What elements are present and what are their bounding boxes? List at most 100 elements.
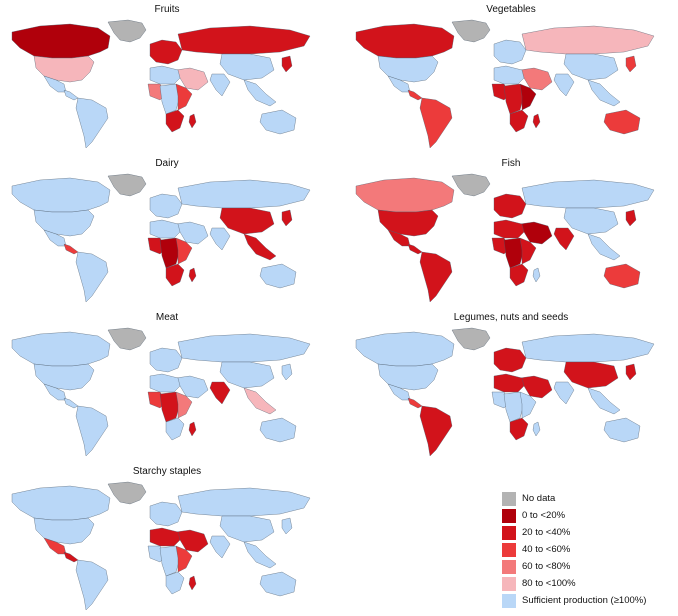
- region-africa-e: [519, 391, 537, 419]
- map-panel-vegetables: Vegetables: [344, 4, 678, 154]
- region-usa: [33, 209, 95, 237]
- legend-swatch: [502, 559, 516, 574]
- region-se-asia: [243, 541, 277, 569]
- region-central: [407, 397, 423, 409]
- region-japan: [625, 55, 637, 73]
- legend-item-40-60: 40 to <60%: [502, 542, 570, 557]
- map-panel-meat: Meat: [0, 312, 334, 462]
- region-se-asia: [243, 79, 277, 107]
- region-australia: [603, 263, 641, 289]
- region-europe: [149, 193, 183, 219]
- region-india: [553, 381, 575, 405]
- panel-title: Vegetables: [486, 4, 536, 15]
- region-usa: [33, 517, 95, 545]
- region-europe: [149, 347, 183, 373]
- legend-swatch: [502, 491, 516, 506]
- region-greenland: [107, 327, 147, 351]
- region-madagascar: [532, 267, 541, 283]
- region-africa-e: [175, 237, 193, 265]
- region-canada: [355, 177, 455, 213]
- region-middle-east: [175, 375, 209, 399]
- region-africa-n: [149, 65, 181, 85]
- region-greenland: [107, 173, 147, 197]
- region-middle-east: [175, 221, 209, 245]
- world-map: [11, 173, 311, 303]
- panel-title: Dairy: [155, 158, 179, 169]
- world-map: [11, 19, 311, 149]
- region-china: [563, 361, 619, 389]
- legend-label: 20 to <40%: [522, 527, 571, 538]
- world-map: [11, 481, 311, 611]
- region-se-asia: [587, 233, 621, 261]
- region-south-america: [75, 97, 109, 149]
- legend-label: 40 to <60%: [522, 544, 571, 555]
- region-se-asia: [587, 387, 621, 415]
- world-map: [355, 173, 655, 303]
- region-africa-e: [175, 83, 193, 111]
- region-europe: [493, 347, 527, 373]
- legend-swatch: [502, 508, 516, 523]
- region-china: [563, 207, 619, 235]
- region-china: [219, 515, 275, 543]
- region-japan: [625, 363, 637, 381]
- region-africa-n: [149, 373, 181, 393]
- region-africa-n: [149, 219, 181, 239]
- region-central: [407, 89, 423, 101]
- region-south-america: [75, 251, 109, 303]
- region-europe: [149, 39, 183, 65]
- region-madagascar: [188, 113, 197, 129]
- region-middle-east: [519, 221, 553, 245]
- region-china: [219, 361, 275, 389]
- region-canada: [355, 23, 455, 59]
- region-russia: [521, 25, 655, 55]
- map-panel-dairy: Dairy: [0, 158, 334, 308]
- map-panel-fish: Fish: [344, 158, 678, 308]
- region-madagascar: [532, 113, 541, 129]
- region-china: [219, 207, 275, 235]
- legend-label: 0 to <20%: [522, 510, 566, 521]
- legend-item-0-20: 0 to <20%: [502, 508, 565, 523]
- region-russia: [521, 333, 655, 363]
- panel-title: Meat: [155, 312, 179, 323]
- legend-item-80-100: 80 to <100%: [502, 576, 576, 591]
- region-middle-east: [175, 529, 209, 553]
- region-madagascar: [188, 575, 197, 591]
- region-japan: [281, 55, 293, 73]
- world-map: [355, 19, 655, 149]
- region-india: [209, 227, 231, 251]
- region-africa-s: [509, 417, 529, 441]
- region-russia: [177, 25, 311, 55]
- legend-label: Sufficient production (≥100%): [522, 595, 647, 606]
- region-japan: [281, 517, 293, 535]
- region-australia: [259, 571, 297, 597]
- region-africa-e: [519, 83, 537, 111]
- region-canada: [11, 177, 111, 213]
- region-greenland: [451, 19, 491, 43]
- legend-label: 80 to <100%: [522, 578, 576, 589]
- region-greenland: [107, 481, 147, 505]
- region-canada: [11, 485, 111, 521]
- region-middle-east: [519, 67, 553, 91]
- region-europe: [493, 39, 527, 65]
- region-india: [209, 381, 231, 405]
- region-central: [63, 89, 79, 101]
- region-australia: [259, 263, 297, 289]
- legend-label: 60 to <80%: [522, 561, 571, 572]
- world-map: [11, 327, 311, 457]
- map-panel-legumes: Legumes, nuts and seeds: [344, 312, 678, 462]
- region-madagascar: [188, 421, 197, 437]
- region-india: [553, 227, 575, 251]
- region-central: [63, 243, 79, 255]
- region-africa-e: [175, 545, 193, 573]
- legend-item-no-data: No data: [502, 491, 555, 506]
- region-madagascar: [188, 267, 197, 283]
- region-canada: [11, 331, 111, 367]
- region-south-america: [75, 559, 109, 611]
- region-africa-e: [175, 391, 193, 419]
- region-africa-n: [493, 373, 525, 393]
- region-se-asia: [243, 387, 277, 415]
- region-africa-n: [493, 65, 525, 85]
- region-africa-s: [165, 417, 185, 441]
- panel-title: Legumes, nuts and seeds: [453, 312, 569, 323]
- region-australia: [603, 417, 641, 443]
